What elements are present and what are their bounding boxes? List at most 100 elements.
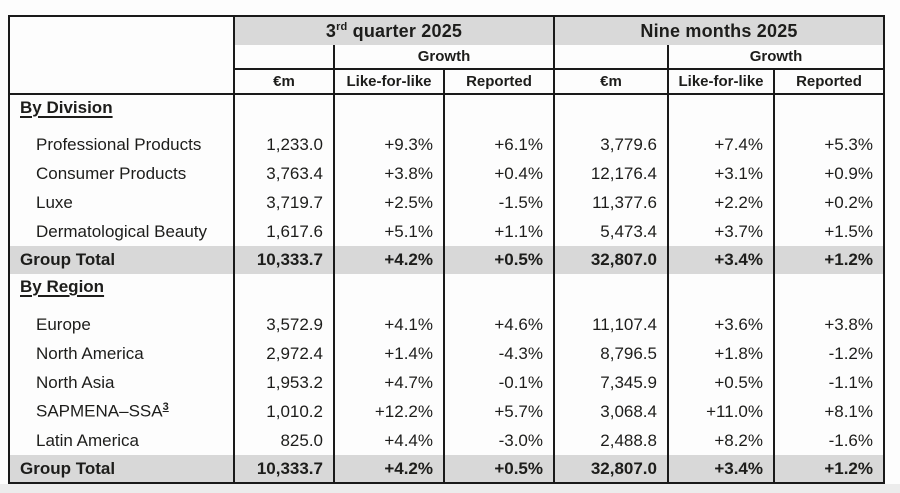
- cell-q3-reported: -4.3%: [443, 339, 554, 368]
- cell-q3-em: 1,617.6: [233, 217, 334, 246]
- column-header-q3-lfl: Like-for-like: [333, 69, 444, 95]
- cell-q3-reported: +0.5%: [443, 246, 554, 274]
- corner-cell: [9, 16, 235, 95]
- cell-9m-em: 12,176.4: [553, 159, 668, 188]
- period-header-row: 3rd quarter 2025 Nine months 2025: [9, 16, 884, 95]
- data-row: Consumer Products 3,763.4 +3.8% +0.4% 12,176…: [9, 159, 884, 188]
- cell-q3-reported: +1.1%: [443, 217, 554, 246]
- cell-q3-em: 1,233.0: [233, 130, 334, 159]
- cell-9m-reported: -1.6%: [773, 426, 884, 455]
- cell-q3-reported: +0.4%: [443, 159, 554, 188]
- cell-9m-em: 11,107.4: [553, 310, 668, 339]
- section-heading: By Division: [20, 98, 113, 117]
- row-label: Consumer Products: [36, 163, 187, 183]
- data-row: North America 2,972.4 +1.4% -4.3% 8,796.5 +1.…: [9, 339, 884, 368]
- cell-q3-like-for-like: +4.4%: [333, 426, 444, 455]
- empty-cell: [233, 45, 334, 70]
- cell-q3-like-for-like: +2.5%: [333, 188, 444, 217]
- column-header-q3-em: €m: [233, 69, 334, 95]
- empty-cell: [553, 45, 668, 70]
- row-label: North Asia: [36, 372, 115, 392]
- cell-q3-em: 3,763.4: [233, 159, 334, 188]
- cell-9m-like-for-like: +3.7%: [667, 217, 774, 246]
- data-row: Latin America 825.0 +4.4% -3.0% 2,488.8 +8.2%…: [9, 426, 884, 455]
- data-row: Professional Products 1,233.0 +9.3% +6.1% 3,…: [9, 130, 884, 159]
- empty-cell: [667, 94, 774, 130]
- cell-q3-like-for-like: +1.4%: [333, 339, 444, 368]
- cell-9m-reported: -1.2%: [773, 339, 884, 368]
- period-header-q3: 3rd quarter 2025: [234, 16, 554, 45]
- cell-9m-reported: +1.2%: [773, 246, 884, 274]
- empty-cell: [333, 274, 444, 310]
- cell-9m-like-for-like: +3.4%: [667, 455, 774, 483]
- cell-9m-like-for-like: +0.5%: [667, 368, 774, 397]
- row-label: SAPMENA–SSA3: [36, 401, 169, 421]
- cell-9m-reported: +8.1%: [773, 397, 884, 426]
- cell-q3-em: 1,010.2: [233, 397, 334, 426]
- data-row: North Asia 1,953.2 +4.7% -0.1% 7,345.9 +0.5% -…: [9, 368, 884, 397]
- row-label: Europe: [36, 314, 91, 334]
- cell-9m-reported: +3.8%: [773, 310, 884, 339]
- growth-header-q3: Growth: [333, 45, 554, 70]
- growth-header-9m: Growth: [667, 45, 884, 70]
- cell-q3-em: 2,972.4: [233, 339, 334, 368]
- column-header-9m-lfl: Like-for-like: [667, 69, 774, 95]
- total-row: Group Total 10,333.7 +4.2% +0.5% 32,807.0 +3.…: [9, 455, 884, 483]
- row-label: Group Total: [9, 455, 234, 483]
- cell-9m-like-for-like: +3.4%: [667, 246, 774, 274]
- empty-cell: [443, 274, 554, 310]
- empty-cell: [667, 274, 774, 310]
- cell-9m-em: 2,488.8: [553, 426, 668, 455]
- cell-9m-like-for-like: +8.2%: [667, 426, 774, 455]
- cell-9m-reported: +1.2%: [773, 455, 884, 483]
- data-row: Dermatological Beauty 1,617.6 +5.1% +1.1% 5,…: [9, 217, 884, 246]
- footnote-marker: 3: [162, 401, 169, 414]
- cell-9m-reported: -1.1%: [773, 368, 884, 397]
- row-label: North America: [36, 343, 144, 363]
- cell-q3-em: 3,572.9: [233, 310, 334, 339]
- data-row: Luxe 3,719.7 +2.5% -1.5% 11,377.6 +2.2% +0.2%: [9, 188, 884, 217]
- cell-q3-reported: -1.5%: [443, 188, 554, 217]
- cell-q3-reported: +0.5%: [443, 455, 554, 483]
- empty-cell: [233, 274, 334, 310]
- column-header-q3-reported: Reported: [443, 69, 554, 95]
- cell-9m-like-for-like: +7.4%: [667, 130, 774, 159]
- total-row: Group Total 10,333.7 +4.2% +0.5% 32,807.0 +3.…: [9, 246, 884, 274]
- cell-q3-like-for-like: +9.3%: [333, 130, 444, 159]
- section-heading-row: By Division: [9, 94, 884, 130]
- q3-title-base: 3: [325, 20, 337, 41]
- cell-q3-reported: -0.1%: [443, 368, 554, 397]
- empty-cell: [773, 94, 884, 130]
- empty-cell: [553, 274, 668, 310]
- cell-9m-like-for-like: +11.0%: [667, 397, 774, 426]
- row-label: Professional Products: [36, 134, 202, 154]
- cell-q3-em: 10,333.7: [233, 455, 334, 483]
- cell-q3-em: 10,333.7: [233, 246, 334, 274]
- cell-q3-reported: +5.7%: [443, 397, 554, 426]
- cell-9m-em: 7,345.9: [553, 368, 668, 397]
- cell-q3-like-for-like: +5.1%: [333, 217, 444, 246]
- cell-9m-em: 3,779.6: [553, 130, 668, 159]
- row-label: Dermatological Beauty: [36, 221, 208, 241]
- cell-9m-reported: +0.9%: [773, 159, 884, 188]
- cell-q3-like-for-like: +12.2%: [333, 397, 444, 426]
- cell-q3-em: 1,953.2: [233, 368, 334, 397]
- period-header-nine-months: Nine months 2025: [553, 16, 884, 45]
- cell-9m-like-for-like: +3.1%: [667, 159, 774, 188]
- data-row: Europe 3,572.9 +4.1% +4.6% 11,107.4 +3.6% +3.8…: [9, 310, 884, 339]
- cell-9m-like-for-like: +3.6%: [667, 310, 774, 339]
- q3-title-rest: quarter 2025: [347, 20, 463, 41]
- empty-cell: [443, 94, 554, 130]
- empty-cell: [553, 94, 668, 130]
- cell-9m-em: 8,796.5: [553, 339, 668, 368]
- table-body: By Division Professional Products 1,233.0 +…: [9, 94, 884, 483]
- cell-q3-like-for-like: +4.7%: [333, 368, 444, 397]
- section-heading: By Region: [20, 277, 105, 296]
- bottom-strip: [0, 484, 900, 493]
- cell-9m-em: 32,807.0: [553, 246, 668, 274]
- cell-q3-like-for-like: +4.1%: [333, 310, 444, 339]
- cell-9m-reported: +5.3%: [773, 130, 884, 159]
- column-header-row: €m Like-for-like Reported €m Like-for-li…: [9, 69, 884, 95]
- column-header-9m-reported: Reported: [773, 69, 884, 95]
